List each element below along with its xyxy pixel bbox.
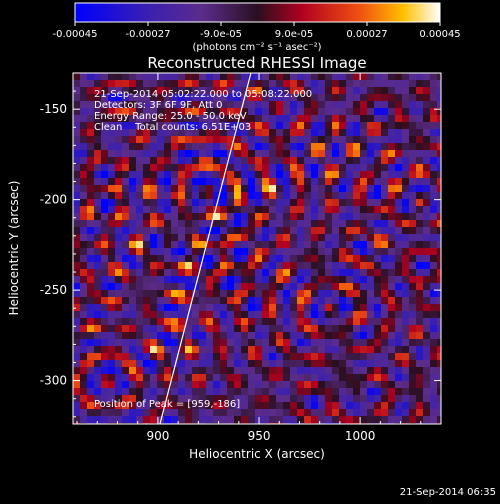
annotation-time-range: 21-Sep-2014 05:02:22.000 to 05:08:22.000 (94, 89, 312, 100)
colorbar-ticks: -0.00045 -0.00027 -9.0e-05 9.0e-05 0.00027 0.… (53, 22, 461, 40)
colorbar-tick-label: -0.00027 (126, 29, 171, 40)
annotation-clean-counts: Clean Total counts: 6.51E+03 (94, 122, 251, 133)
colorbar-tick-label: 9.0e-05 (275, 29, 313, 40)
y-axis-ticks: -150 -200 -250 -300 (40, 72, 441, 418)
x-tick-label: 950 (248, 429, 271, 443)
colorbar (74, 2, 441, 23)
y-tick-label: -150 (40, 102, 67, 116)
colorbar-tick-label: -9.0e-05 (200, 29, 242, 40)
x-tick-label: 900 (146, 429, 169, 443)
solar-limb-line (159, 73, 252, 424)
annotation-energy-range: Energy Range: 25.0 - 50.0 keV (94, 111, 247, 122)
y-tick-label: -300 (40, 374, 67, 388)
colorbar-tick-label: -0.00045 (53, 29, 98, 40)
plot-frame (72, 72, 442, 425)
plot-timestamp: 21-Sep-2014 06:35 (400, 487, 496, 498)
y-tick-label: -200 (40, 193, 67, 207)
colorbar-tick-label: 0.00045 (419, 29, 460, 40)
colorbar-units-label: (photons cm⁻² s⁻¹ asec⁻²) (192, 42, 321, 53)
y-tick-label: -250 (40, 283, 67, 297)
colorbar-tick-label: 0.00027 (346, 29, 387, 40)
x-axis-ticks: 900 950 1000 (76, 73, 442, 443)
heatmap-image (73, 73, 441, 424)
annotation-peak-position: Position of Peak = [959,-186] (94, 399, 240, 410)
x-axis-label: Heliocentric X (arcsec) (189, 447, 325, 461)
annotation-detectors: Detectors: 3F 6F 9F, Att 0 (94, 100, 222, 111)
y-axis-label: Heliocentric Y (arcsec) (7, 181, 21, 316)
chart-title: Reconstructed RHESSI Image (147, 54, 366, 72)
x-tick-label: 1000 (345, 429, 376, 443)
